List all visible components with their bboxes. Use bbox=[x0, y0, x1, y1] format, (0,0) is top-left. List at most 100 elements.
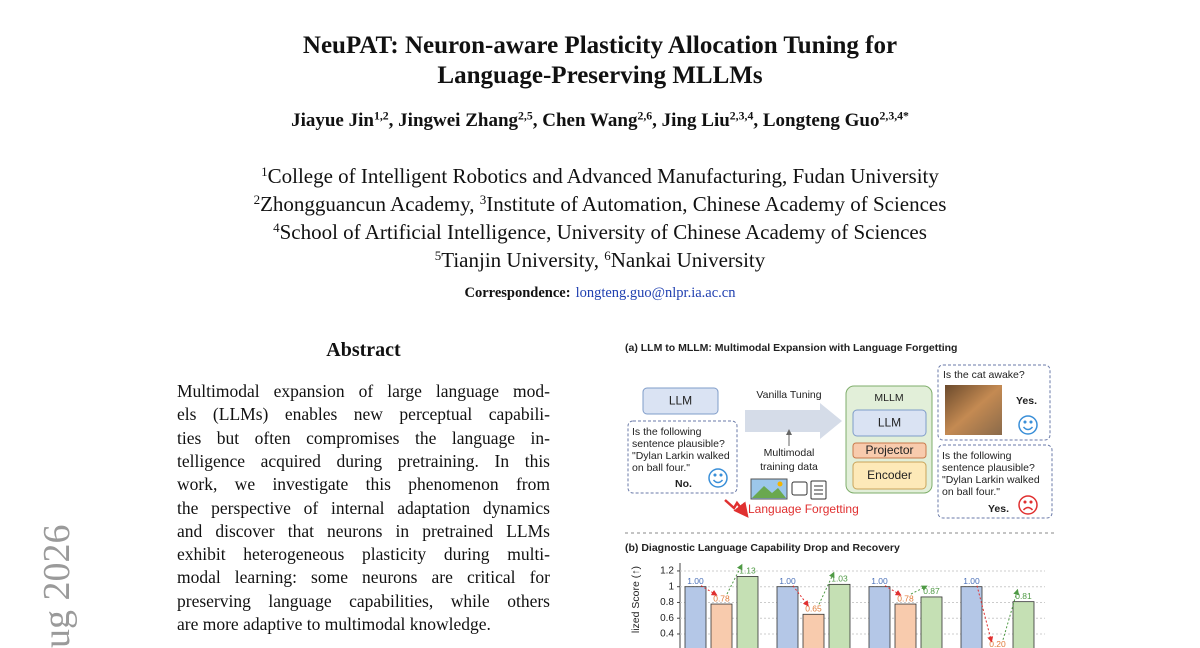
data-icons bbox=[750, 478, 827, 500]
bar bbox=[684, 586, 707, 648]
superscript: 2,3,4* bbox=[879, 109, 909, 123]
value-label: 0.81 bbox=[1015, 591, 1032, 601]
smiley-face bbox=[1018, 415, 1038, 435]
text-segment: Nankai University bbox=[610, 248, 766, 272]
llm-label: LLM bbox=[669, 394, 692, 408]
text-segment: Institute of Automation, Chinese Academy… bbox=[486, 192, 947, 216]
data-label: Multimodal bbox=[764, 447, 815, 459]
abstract-line: Multimodal expansion of large language m… bbox=[177, 381, 550, 401]
superscript: 2,5 bbox=[518, 109, 533, 123]
encoder-label: Encoder bbox=[867, 468, 912, 482]
question-line: Is the cat awake? bbox=[943, 369, 1025, 381]
text-segment: Zhongguancun Academy, bbox=[260, 192, 480, 216]
superscript: 2 bbox=[253, 191, 261, 207]
llm-label: LLM bbox=[878, 416, 901, 430]
y-tick-label: 1 bbox=[668, 581, 674, 592]
superscript: 2,6 bbox=[637, 109, 653, 123]
projector-box bbox=[852, 442, 927, 459]
affiliation: 4School of Artificial Intelligence, Univ… bbox=[0, 219, 1200, 244]
affiliation: 2Zhongguancun Academy, 3Institute of Aut… bbox=[0, 191, 1200, 216]
text-segment: , Chen Wang bbox=[532, 110, 638, 131]
superscript: 4 bbox=[273, 219, 280, 235]
question-line: "Dylan Larkin walked bbox=[942, 474, 1040, 486]
abstract-line: els (LLMs) enables new perceptual capabi… bbox=[177, 404, 550, 425]
y-tick-label: 0.4 bbox=[660, 629, 674, 640]
recovery-arrow bbox=[818, 571, 835, 605]
text-segment: Tianjin University, bbox=[441, 248, 605, 272]
answer: No. bbox=[675, 478, 692, 490]
email[interactable]: longteng.guo@nlpr.ia.ac.cn bbox=[575, 285, 736, 301]
text-segment: College of Intelligent Robotics and Adva… bbox=[267, 164, 939, 188]
answer: Yes. bbox=[1016, 395, 1037, 407]
projector-label: Projector bbox=[865, 443, 913, 457]
abstract-line: ties but often compromises the language … bbox=[177, 427, 550, 448]
sad-face bbox=[1018, 495, 1038, 515]
superscript: 5 bbox=[434, 247, 442, 263]
text-segment: , Jingwei Zhang bbox=[388, 110, 519, 131]
abstract-line: work, we investigate this phenomenon fro… bbox=[177, 474, 550, 495]
bar bbox=[868, 586, 891, 648]
drop-arrow bbox=[976, 585, 994, 643]
forgetting-label: Language Forgetting bbox=[748, 502, 859, 516]
question-line: "Dylan Larkin walked bbox=[632, 450, 730, 462]
value-label: 0.87 bbox=[923, 586, 940, 596]
question-line: Is the following bbox=[942, 450, 1012, 462]
forgetting-arrow bbox=[724, 499, 749, 518]
value-label: 0.78 bbox=[713, 593, 730, 603]
abstract-heading: Abstract bbox=[326, 339, 401, 361]
bar bbox=[736, 576, 759, 648]
title-line: NeuPAT: Neuron-aware Plasticity Allocati… bbox=[302, 32, 898, 59]
bar bbox=[1012, 601, 1035, 648]
bar bbox=[920, 596, 943, 648]
arrow-label: Vanilla Tuning bbox=[756, 389, 821, 401]
abstract-line: preserving language capabilities, while … bbox=[177, 590, 550, 611]
question-line: sentence plausible? bbox=[942, 462, 1035, 474]
chart-title: (b) Diagnostic Language Capability Drop … bbox=[625, 542, 900, 554]
text-segment: School of Artificial Intelligence, Unive… bbox=[279, 220, 927, 244]
abstract-line: modal learning: some neurons are critica… bbox=[177, 567, 550, 588]
drop-arrow bbox=[700, 585, 718, 596]
question-box bbox=[937, 444, 1053, 519]
superscript: 3 bbox=[479, 191, 487, 207]
mllm-label: MLLM bbox=[874, 392, 903, 404]
llm-box bbox=[852, 409, 927, 437]
y-tick-label: 0.8 bbox=[660, 597, 674, 608]
abstract-line: the perspective of internal adaptation d… bbox=[177, 497, 550, 518]
superscript: 1,2 bbox=[373, 109, 389, 123]
y-tick-label: 0.6 bbox=[660, 613, 674, 624]
abstract-line: and discover that neurons in pretrained … bbox=[177, 520, 550, 541]
text-segment: , Jing Liu bbox=[652, 110, 730, 131]
question-line: on ball four." bbox=[942, 486, 1000, 498]
panel-title: (a) LLM to MLLM: Multimodal Expansion wi… bbox=[625, 342, 957, 354]
text-segment: Jiayue Jin bbox=[291, 110, 374, 131]
drop-arrow bbox=[884, 585, 902, 596]
value-label: 0.65 bbox=[805, 604, 822, 614]
question-box bbox=[937, 364, 1051, 441]
smiley-face bbox=[708, 468, 728, 488]
authors: Jiayue Jin1,2, Jingwei Zhang2,5, Chen Wa… bbox=[0, 109, 1200, 131]
abstract-line: are more adaptive to multimodal knowledg… bbox=[177, 614, 491, 634]
bar bbox=[960, 586, 983, 648]
question-box bbox=[627, 420, 738, 494]
llm-box bbox=[642, 387, 719, 415]
cat-photo bbox=[945, 385, 1002, 435]
question-line: on ball four." bbox=[632, 462, 690, 474]
encoder-box bbox=[852, 461, 927, 490]
value-label: 1.00 bbox=[687, 576, 704, 586]
y-tick-label: 1.2 bbox=[660, 566, 674, 577]
value-label: 1.00 bbox=[963, 576, 980, 586]
abstract-line: exhibit heterogeneous plasticity during … bbox=[177, 544, 550, 565]
recovery-arrow bbox=[726, 563, 743, 595]
correspondence: Correspondence: longteng.guo@nlpr.ia.ac.c… bbox=[0, 286, 1200, 301]
recovery-arrow bbox=[1002, 588, 1020, 640]
bar bbox=[776, 586, 799, 648]
affiliation: 1College of Intelligent Robotics and Adv… bbox=[0, 164, 1200, 188]
text-segment: , Longteng Guo bbox=[753, 110, 880, 131]
recovery-arrow bbox=[910, 585, 928, 595]
y-axis-label: lized Score (↑) bbox=[630, 566, 642, 633]
value-label: 1.00 bbox=[779, 576, 796, 586]
bar bbox=[802, 613, 825, 648]
correspondence-label: Correspondence: bbox=[464, 285, 571, 301]
title-line: Language-Preserving MLLMs bbox=[437, 62, 763, 89]
